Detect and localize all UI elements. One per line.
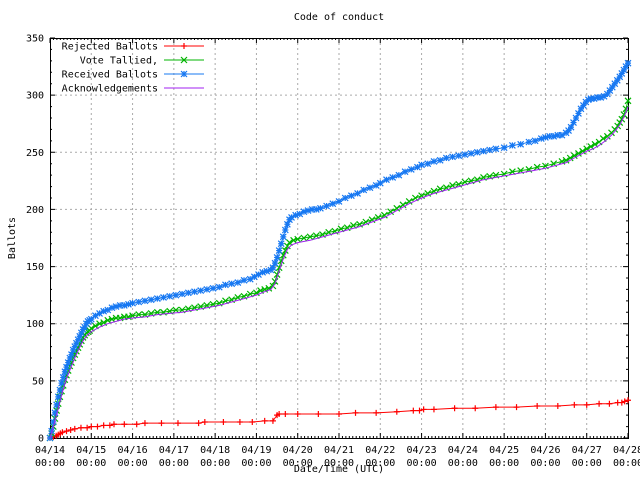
x-tick-label-time: 00:00 bbox=[407, 458, 437, 469]
x-axis-label: Date/Time (UTC) bbox=[294, 464, 384, 475]
y-tick-label: 300 bbox=[26, 91, 44, 102]
legend-item-rejected-ballots: Rejected Ballots bbox=[62, 42, 204, 53]
x-tick-label-date: 04/27 bbox=[572, 445, 602, 456]
legend: Rejected Ballots Vote Tallied, Received Ba… bbox=[62, 42, 204, 95]
legend-item-vote-tallied: Vote Tallied, bbox=[80, 56, 204, 67]
y-tick-label: 100 bbox=[26, 319, 44, 330]
x-tick-label-time: 00:00 bbox=[283, 458, 313, 469]
x-tick-label-time: 00:00 bbox=[324, 458, 354, 469]
x-tick-label-date: 04/14 bbox=[35, 445, 65, 456]
x-tick-label-time: 00:00 bbox=[118, 458, 148, 469]
x-tick-label-time: 00:00 bbox=[572, 458, 602, 469]
y-tick-label: 50 bbox=[32, 376, 44, 387]
legend-sample-marker bbox=[180, 56, 188, 64]
x-tick-label-date: 04/16 bbox=[118, 445, 148, 456]
x-tick-label-time: 00:00 bbox=[159, 458, 189, 469]
x-tick-label-time: 00:00 bbox=[613, 458, 640, 469]
legend-item-acknowledgements: Acknowledgements bbox=[62, 84, 204, 95]
x-tick-label-date: 04/19 bbox=[241, 445, 271, 456]
legend-label: Acknowledgements bbox=[62, 84, 158, 95]
x-tick-label-time: 00:00 bbox=[241, 458, 271, 469]
x-tick-labels: 04/14 00:00 04/15 00:00 04/16 00:00 04/17 00:00… bbox=[35, 445, 640, 469]
y-axis-label: Ballots bbox=[7, 217, 18, 259]
chart-title: Code of conduct bbox=[294, 12, 384, 23]
legend-label: Vote Tallied, bbox=[80, 56, 158, 67]
x-tick-label-time: 00:00 bbox=[76, 458, 106, 469]
x-tick-label-date: 04/20 bbox=[283, 445, 313, 456]
x-tick-label-date: 04/28 bbox=[613, 445, 640, 456]
y-tick-label: 350 bbox=[26, 34, 44, 45]
y-tick-label: 200 bbox=[26, 205, 44, 216]
x-tick-label-date: 04/18 bbox=[200, 445, 230, 456]
x-tick-label-time: 00:00 bbox=[365, 458, 395, 469]
y-tick-label: 250 bbox=[26, 148, 44, 159]
x-tick-label-date: 04/15 bbox=[76, 445, 106, 456]
x-tick-label-time: 00:00 bbox=[530, 458, 560, 469]
x-tick-label-date: 04/26 bbox=[530, 445, 560, 456]
series-acknowledgements bbox=[49, 106, 629, 439]
x-tick-label-date: 04/17 bbox=[159, 445, 189, 456]
x-tick-label-date: 04/24 bbox=[448, 445, 478, 456]
y-tick-label: 0 bbox=[38, 434, 44, 445]
legend-label: Rejected Ballots bbox=[62, 42, 158, 53]
x-tick-label-date: 04/21 bbox=[324, 445, 354, 456]
x-tick-label-time: 00:00 bbox=[448, 458, 478, 469]
y-tick-label: 150 bbox=[26, 262, 44, 273]
x-tick-label-date: 04/23 bbox=[407, 445, 437, 456]
grid-lines bbox=[50, 38, 628, 438]
x-tick-label-date: 04/25 bbox=[489, 445, 519, 456]
legend-sample-marker bbox=[181, 43, 187, 49]
x-tick-label-date: 04/22 bbox=[365, 445, 395, 456]
series-line-acknowledgements bbox=[49, 106, 629, 439]
x-tick-label-time: 00:00 bbox=[489, 458, 519, 469]
legend-label: Received Ballots bbox=[62, 70, 158, 81]
legend-sample-marker bbox=[180, 70, 188, 78]
x-tick-label-time: 00:00 bbox=[200, 458, 230, 469]
y-tick-labels: 0 50 100 150 200 250 300 350 bbox=[26, 34, 44, 445]
legend-item-received-ballots: Received Ballots bbox=[62, 70, 204, 81]
x-tick-label-time: 00:00 bbox=[35, 458, 65, 469]
